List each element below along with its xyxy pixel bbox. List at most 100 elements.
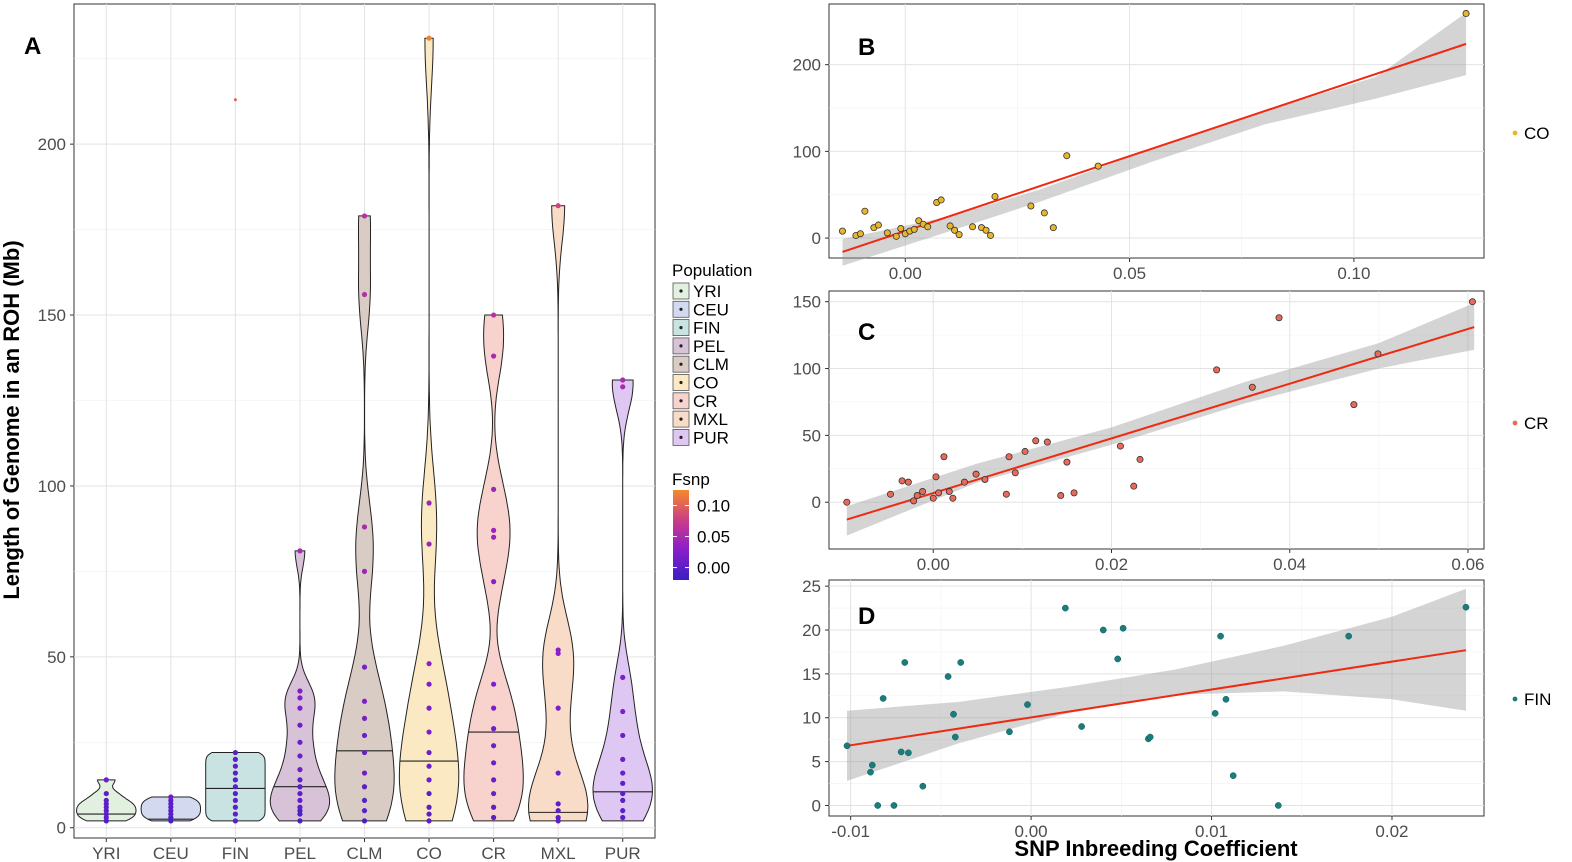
data-point [1350,401,1358,409]
y-tick-label: 0 [812,493,821,512]
legend-key-dot [679,289,683,293]
data-point [960,478,968,486]
data-point [1002,490,1010,498]
panel-c-plot-area [828,290,1485,550]
data-point [491,705,497,711]
confidence-band [842,12,1467,266]
data-point [1248,383,1256,391]
data-point [883,229,891,237]
data-point [1114,655,1122,663]
data-point [103,777,109,783]
data-point [1130,482,1138,490]
legend-label: CR [693,392,718,411]
data-point [426,804,432,810]
data-point [491,726,497,732]
data-point [897,225,905,233]
data-point [426,500,432,506]
x-tick-label: CLM [347,844,383,862]
panel-d-legend: FIN [1512,690,1551,709]
data-point [991,192,999,200]
legend-entry-pur: PUR [672,428,729,447]
data-point [297,705,303,711]
panel-c-legend: CR [1512,414,1549,433]
data-point [910,497,918,505]
data-point [361,213,368,219]
y-tick-label: 150 [793,293,821,312]
legend-entry-cr: CR [672,392,718,411]
data-point [491,486,497,492]
data-point [168,794,174,800]
legend-key-dot [679,326,683,330]
data-point [969,223,977,231]
data-point [232,790,238,797]
legend-entry-pel: PEL [672,337,725,356]
data-point [886,490,894,498]
legend-key [1512,696,1518,702]
violin-co [398,37,460,822]
data-point [1005,453,1013,461]
y-tick-label: 100 [793,360,821,379]
panel-d-letter: D [858,603,875,630]
data-point [232,777,238,783]
data-point [426,729,432,735]
legend-label: CO [1524,124,1550,143]
data-point [555,770,561,776]
data-point [232,818,238,824]
violin-cr [463,314,524,822]
data-point [620,708,626,715]
data-point [957,659,965,666]
data-point [905,749,912,757]
data-point [1345,632,1353,640]
x-tick-label: CR [481,844,506,862]
data-point [843,742,851,750]
legend-label: MXL [693,410,728,429]
data-point [1021,447,1029,455]
data-point [361,770,368,776]
violin-pel [269,550,331,822]
legend-label: CO [693,374,719,393]
data-point [361,715,368,721]
data-point [1094,162,1102,170]
x-tick-label: 0.02 [1375,822,1408,841]
data-point [232,770,238,776]
y-tick-label: 50 [802,426,821,445]
panel-b-plot-area [828,3,1485,259]
data-point [856,230,864,238]
data-point [232,811,238,817]
data-point [892,232,900,240]
x-tick-label: 0.04 [1273,555,1306,574]
data-point [946,222,954,230]
legend-entry-fin: FIN [672,319,720,338]
data-point [843,498,851,506]
data-point [1462,603,1470,611]
violin-pur [592,379,653,822]
data-point [1062,604,1069,612]
data-point [491,777,497,783]
data-point [955,231,963,239]
panel-d-x-axis-title: SNP Inbreeding Coefficient [1014,836,1298,861]
legend-key [1512,420,1518,426]
y-tick-label: 100 [793,142,821,161]
x-tick-label: 0.00 [1015,822,1048,841]
data-point [1136,455,1144,463]
data-point [103,797,109,804]
data-point [904,478,912,486]
data-point [361,784,368,790]
data-point [426,661,432,667]
legend-entry-ceu: CEU [672,300,729,319]
data-point [1274,802,1282,809]
legend-label: YRI [693,282,721,301]
data-point [361,732,368,739]
data-point [361,698,368,704]
panel-a-ticks: 0 50 100 150 200 YRI CEU FIN PEL CLM CO CR MXL PUR [38,135,641,862]
data-point [361,524,368,530]
x-tick-label: 0.06 [1451,555,1484,574]
data-point [910,225,918,233]
legend-label: CR [1524,414,1549,433]
data-point [935,489,943,497]
data-point [1043,438,1051,446]
data-point [491,681,497,687]
data-point [491,534,497,540]
x-tick-label: FIN [222,844,249,862]
